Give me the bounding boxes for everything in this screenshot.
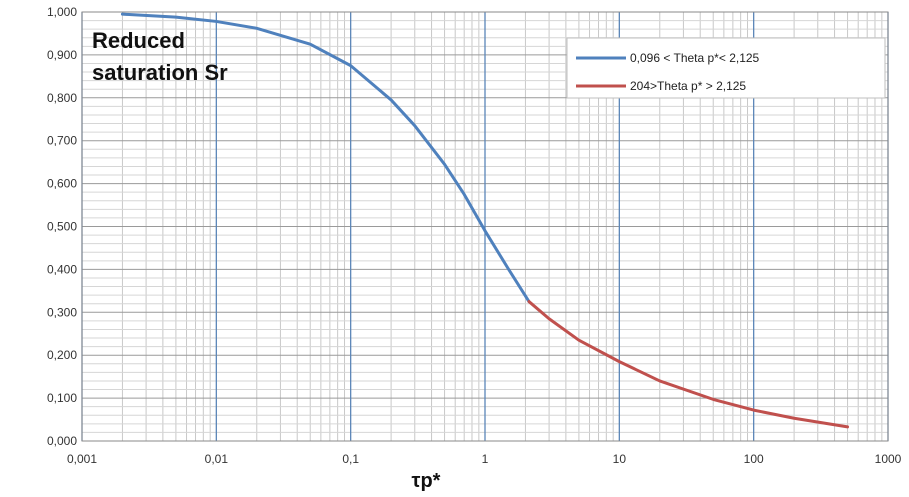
x-tick-label: 0,01 bbox=[205, 452, 229, 466]
chart-title: Reduced saturation Sr bbox=[92, 28, 228, 85]
y-tick-label: 0,300 bbox=[47, 305, 77, 319]
y-tick-label: 0,700 bbox=[47, 134, 77, 148]
series-lines bbox=[120, 12, 850, 429]
plot-area-border bbox=[81, 11, 889, 442]
y-tick-label: 0,900 bbox=[47, 48, 77, 62]
x-axis-tick-labels: 0,001 0,01 0,1 1 10 100 1000 bbox=[67, 452, 902, 466]
x-tick-label: 1 bbox=[482, 452, 489, 466]
x-axis-label: τp* bbox=[412, 470, 441, 492]
y-tick-label: 0,600 bbox=[47, 177, 77, 191]
chart-title-line-2: saturation Sr bbox=[92, 60, 228, 85]
chart-title-line-1: Reduced bbox=[92, 28, 185, 53]
legend-label-1: 0,096 < Theta p*< 2,125 bbox=[630, 51, 760, 65]
legend-label-2: 204>Theta p* > 2,125 bbox=[630, 79, 746, 93]
y-tick-label: 0,800 bbox=[47, 91, 77, 105]
x-tick-label: 1000 bbox=[875, 452, 902, 466]
y-tick-label: 0,100 bbox=[47, 391, 77, 405]
x-tick-label: 100 bbox=[744, 452, 764, 466]
y-tick-label: 1,000 bbox=[47, 5, 77, 19]
y-axis-tick-labels: 0,000 0,100 0,200 0,300 0,400 0,500 0,600 0,700… bbox=[47, 5, 77, 448]
x-tick-label: 0,001 bbox=[67, 452, 97, 466]
legend-box bbox=[566, 37, 886, 99]
legend: 0,096 < Theta p*< 2,125 204>Theta p* > 2,… bbox=[566, 37, 886, 99]
y-tick-label: 0,500 bbox=[47, 220, 77, 234]
y-tick-label: 0,000 bbox=[47, 434, 77, 448]
series-line-2 bbox=[527, 300, 850, 429]
x-tick-label: 10 bbox=[613, 452, 627, 466]
y-tick-label: 0,400 bbox=[47, 262, 77, 276]
x-tick-label: 0,1 bbox=[342, 452, 359, 466]
y-tick-label: 0,200 bbox=[47, 348, 77, 362]
series-line-1 bbox=[120, 12, 531, 304]
